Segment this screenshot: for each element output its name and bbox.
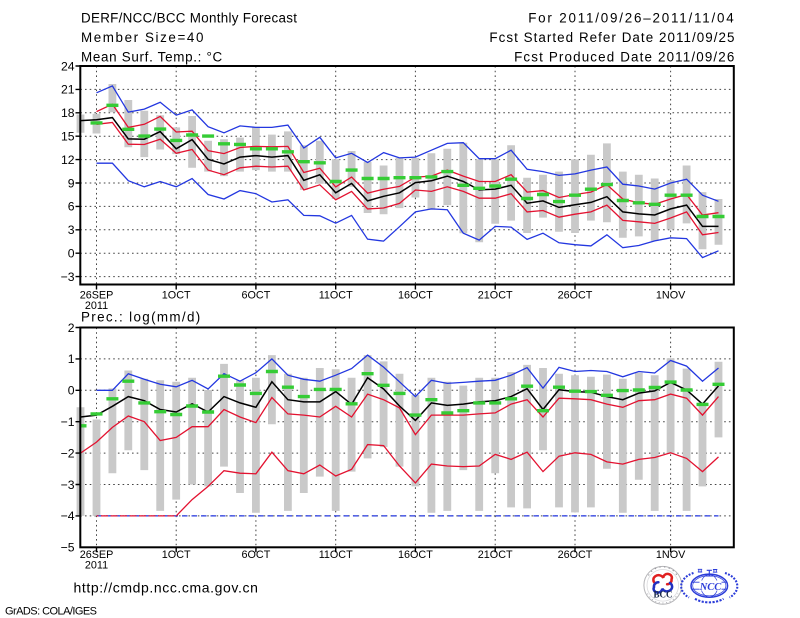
svg-text:21OCT: 21OCT: [478, 290, 513, 302]
svg-text:1OCT: 1OCT: [162, 549, 191, 561]
svg-text:DERF/NCC/BCC Monthly Forecast: DERF/NCC/BCC Monthly Forecast: [81, 11, 297, 26]
svg-text:−1: −1: [61, 415, 75, 429]
svg-text:1OCT: 1OCT: [162, 290, 191, 302]
svg-text:−2: −2: [61, 446, 75, 460]
svg-text:3: 3: [68, 223, 75, 237]
svg-text:6OCT: 6OCT: [242, 549, 271, 561]
svg-text:11OCT: 11OCT: [319, 549, 353, 561]
svg-text:1: 1: [68, 352, 75, 366]
svg-text:Prec.: log(mm/d): Prec.: log(mm/d): [81, 310, 202, 325]
svg-text:11OCT: 11OCT: [319, 290, 353, 302]
svg-text:NCC: NCC: [699, 582, 723, 593]
svg-text:−5: −5: [61, 541, 75, 555]
svg-text:26OCT: 26OCT: [558, 290, 593, 302]
svg-text:15: 15: [61, 130, 75, 144]
svg-text:Fcst Started Refer Date 2011/0: Fcst Started Refer Date 2011/09/25: [489, 30, 735, 45]
svg-text:24: 24: [61, 59, 75, 73]
svg-text:26SEP: 26SEP: [80, 290, 114, 302]
svg-text:2011: 2011: [85, 560, 108, 572]
svg-text:12: 12: [61, 153, 75, 167]
svg-text:2011: 2011: [85, 300, 108, 312]
svg-text:6: 6: [68, 200, 75, 214]
svg-text:−3: −3: [61, 478, 75, 492]
svg-text:16OCT: 16OCT: [398, 290, 433, 302]
svg-text:18: 18: [61, 106, 75, 120]
svg-text:1NOV: 1NOV: [656, 290, 686, 302]
svg-text:6OCT: 6OCT: [242, 290, 271, 302]
svg-text:Fcst Produced Date 2011/09/26: Fcst Produced Date 2011/09/26: [514, 50, 735, 65]
svg-text:2: 2: [68, 321, 75, 335]
svg-text:BCC: BCC: [653, 590, 672, 600]
svg-text:26SEP: 26SEP: [80, 549, 114, 561]
svg-text:GrADS: COLA/IGES: GrADS: COLA/IGES: [5, 606, 97, 618]
svg-text:Member Size=40: Member Size=40: [81, 30, 205, 45]
svg-text:26OCT: 26OCT: [558, 549, 593, 561]
svg-text:1NOV: 1NOV: [656, 549, 686, 561]
svg-text:21OCT: 21OCT: [478, 549, 513, 561]
svg-text:0: 0: [68, 384, 75, 398]
svg-text:−3: −3: [61, 270, 75, 284]
svg-text:0: 0: [68, 247, 75, 261]
svg-text:For 2011/09/26–2011/11/04: For 2011/09/26–2011/11/04: [528, 11, 735, 26]
svg-text:21: 21: [61, 83, 75, 97]
svg-text:9: 9: [68, 176, 75, 190]
svg-text:16OCT: 16OCT: [398, 549, 433, 561]
svg-text:−4: −4: [61, 509, 75, 523]
svg-text:Mean Surf. Temp.: °C: Mean Surf. Temp.: °C: [81, 50, 223, 65]
svg-text:http://cmdp.ncc.cma.gov.cn: http://cmdp.ncc.cma.gov.cn: [74, 580, 259, 596]
